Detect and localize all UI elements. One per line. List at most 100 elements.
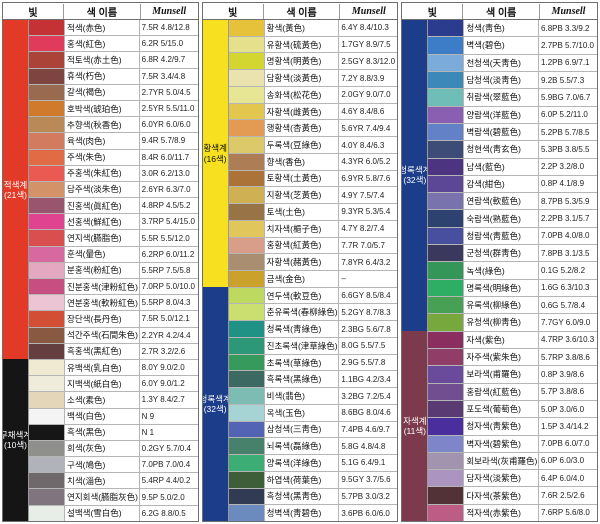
color-name: 금색(金色) — [265, 271, 340, 287]
color-name: 육색(肉色) — [65, 133, 140, 149]
color-swatch — [428, 141, 465, 158]
color-name: 벽자색(碧紫色) — [464, 435, 540, 452]
munsell-value: 7.6RP 5.6/8.0 — [541, 508, 590, 518]
munsell-value: 7.8PB 3.1/3.5 — [541, 248, 590, 258]
section-sidebar: 적색계 (21색) 무채색계 (10색) — [3, 20, 29, 521]
color-swatch — [29, 133, 65, 149]
color-row: 육색(肉色) 9.4R 5.7/8.9 — [29, 132, 198, 149]
color-name: 취람색(翠藍色) — [464, 89, 540, 106]
color-swatch — [228, 86, 265, 103]
section-name: 황색계 — [203, 143, 227, 154]
color-swatch — [29, 262, 65, 278]
section-label: 무채색계 (10색) — [3, 359, 28, 521]
color-name: 명록색(明綠色) — [464, 279, 540, 296]
color-name: 두록색(豆綠色) — [265, 137, 340, 153]
color-swatch — [428, 158, 465, 175]
color-row: 자주색(紫朱色) 5.7RP 3.8/8.6 — [428, 347, 598, 366]
munsell-value: 6.2G 8.8/0.5 — [141, 508, 186, 518]
color-row: 회보라색(灰甫羅色) 6.0P 6.0/3.0 — [428, 451, 598, 470]
color-swatch — [228, 304, 265, 321]
munsell-value: 7.5R 4.8/12.8 — [141, 23, 190, 33]
color-swatch — [29, 408, 65, 424]
munsell-value: 7.2Y 8.8/3.9 — [341, 73, 385, 83]
munsell-value: 9.5GY 3.7/5.6 — [341, 475, 391, 485]
color-name: 초록색(草綠色) — [265, 354, 340, 371]
color-name: 적토색(赤土色) — [65, 52, 140, 68]
color-name: 담황색(淡黃色) — [265, 70, 340, 86]
color-row: 선홍색(鮮紅色) 3.7RP 5.4/15.0 — [29, 213, 198, 230]
color-swatch — [228, 455, 265, 471]
munsell-value: 6.2RP 6.0/11.2 — [141, 249, 195, 259]
color-swatch — [29, 20, 65, 36]
color-swatch — [428, 210, 465, 227]
color-row: 비색(翡色) 3.2BG 7.2/5.4 — [228, 387, 398, 404]
color-row: 청자색(靑紫色) 1.5P 3.4/14.2 — [428, 417, 598, 435]
color-row: 흑색(黑色) N 1 — [29, 423, 198, 440]
color-row: 자황색(赭黃色) 7.8YR 6.4/3.2 — [228, 253, 398, 271]
color-row: 천청색(天靑色) 1.2PB 6.9/7.1 — [428, 53, 598, 71]
munsell-value: 2.7YR 5.0/4.5 — [141, 87, 191, 97]
munsell-value: 1.3Y 8.4/2.7 — [141, 395, 185, 405]
color-name: 연분홍색(軟粉紅色) — [65, 295, 140, 311]
color-row: 삼청색(三靑色) 7.4PB 4.6/9.7 — [228, 420, 398, 438]
color-swatch — [29, 36, 65, 52]
color-name: 청람색(靑藍色) — [464, 227, 540, 245]
color-row: 담주색(淡朱色) 2.6YR 6.3/7.0 — [29, 180, 198, 198]
color-swatch — [228, 70, 265, 86]
color-row: 녹색(綠色) 0.1G 5.2/8.2 — [428, 261, 598, 279]
munsell-value: 6.4Y 8.4/10.3 — [341, 23, 389, 33]
munsell-value: 5.5RP 7.5/5.8 — [141, 265, 191, 275]
color-swatch — [428, 123, 465, 141]
munsell-value: 5.7P 3.8/8.6 — [541, 387, 585, 397]
color-name: 추향색(秋香色) — [65, 117, 140, 133]
color-name: 행황색(杏黃色) — [265, 120, 340, 137]
color-name: 하엽색(荷葉色) — [265, 471, 340, 488]
color-row: 춘유록색(春柳綠色) 5.2GY 8.7/8.3 — [228, 303, 398, 321]
munsell-value: 2.0GY 9.0/7.0 — [341, 90, 391, 100]
color-row: 연분홍색(軟粉紅色) 5.5RP 8.0/4.3 — [29, 294, 198, 311]
color-name: 연두색(軟豆色) — [265, 287, 340, 304]
color-swatch — [29, 505, 65, 521]
color-swatch — [29, 68, 65, 84]
color-name: 분홍색(粉紅色) — [65, 262, 140, 278]
munsell-value: 0.6G 5.7/8.4 — [541, 300, 586, 310]
color-name: 지황색(芝黃色) — [265, 187, 340, 204]
color-name: 송화색(松花色) — [265, 86, 340, 103]
color-row: 청벽색(靑碧色) 3.6PB 6.0/6.0 — [228, 504, 398, 522]
color-swatch — [29, 84, 65, 100]
color-swatch — [228, 271, 265, 287]
munsell-value: 5.8G 4.8/4.8 — [341, 441, 386, 451]
color-name: 흑색(黑色) — [65, 424, 140, 440]
color-name: 홍색(紅色) — [65, 36, 140, 52]
section-name: 적색계 — [3, 179, 28, 190]
munsell-value: 6.8R 4.2/9.7 — [141, 55, 186, 65]
color-row: 홍황색(紅黃色) 7.7R 7.0/5.7 — [228, 236, 398, 254]
color-swatch — [428, 400, 465, 418]
munsell-value: 6.0P 5.2/11.0 — [541, 110, 588, 120]
munsell-value: 5.3PB 3.8/5.5 — [541, 144, 590, 154]
column-header-light: 빛 — [402, 3, 464, 19]
section-label: 황색계 (16색) — [202, 20, 228, 288]
color-row: 유록색(柳綠色) 0.6G 5.7/8.4 — [428, 296, 598, 314]
munsell-value: 7.7R 7.0/5.7 — [341, 240, 385, 250]
color-swatch — [228, 220, 265, 237]
color-row: 두록색(豆綠色) 4.0Y 8.4/6.3 — [228, 136, 398, 153]
color-row: 연람색(軟藍色) 8.7PB 5.3/5.9 — [428, 192, 598, 210]
section-sidebar: 황색계 (16색) 청록색계 (32색) — [202, 20, 229, 521]
color-name: 갈색(褐色) — [65, 84, 140, 100]
table-rows: 적색(赤色) 7.5R 4.8/12.8 홍색(紅色) 6.2R 5/15.0 적토색(… — [29, 20, 198, 521]
munsell-value: 6.0Y 9.0/1.2 — [141, 379, 185, 389]
color-row: 포도색(葡萄色) 5.0P 3.0/6.0 — [428, 399, 598, 418]
color-name: 적색(赤色) — [65, 20, 140, 36]
color-row: 주홍색(朱紅色) 3.0R 6.2/13.0 — [29, 164, 198, 181]
color-row: 흑청색(黑靑色) 5.7PB 3.0/3.2 — [228, 487, 398, 505]
color-swatch — [428, 20, 465, 37]
color-swatch — [29, 473, 65, 489]
color-name: 토황색(土黃色) — [265, 170, 340, 187]
color-name: 진분홍색(津粉紅色) — [65, 279, 140, 295]
color-name: 춘유록색(春柳綠色) — [265, 304, 340, 321]
color-name: 청록색(靑綠色) — [265, 321, 340, 337]
color-name: 비색(翡色) — [265, 388, 340, 404]
